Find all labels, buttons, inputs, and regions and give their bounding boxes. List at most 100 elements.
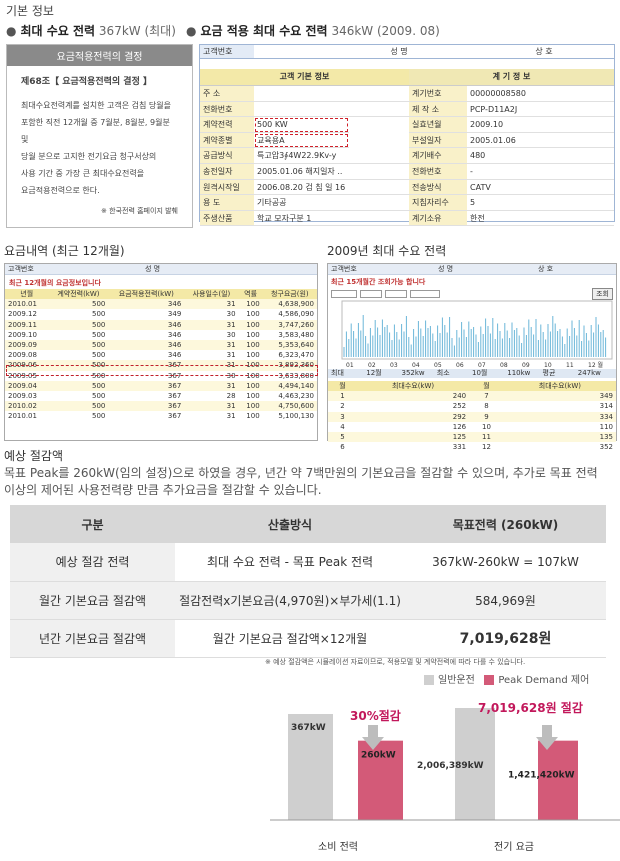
- billing-cell: 4,463,230: [262, 390, 317, 402]
- demand-month-tick: 11: [566, 362, 574, 369]
- month-select[interactable]: [385, 290, 407, 298]
- customer-field-label: 계기소유: [409, 210, 467, 227]
- customer-field-value: 특고압3∮4W22.9Kv-y: [254, 148, 409, 164]
- customer-field-value: 학교 모자구분 1: [254, 211, 409, 227]
- customer-field-value: 480: [467, 148, 614, 164]
- billing-cell: 31: [184, 411, 239, 422]
- customer-grid: 주 소 계기번호 00000008580 전화번호 제 작 소 PCP-D11A2J 계약전…: [200, 86, 614, 227]
- savings-table: 구분 산출방식 목표전력 (260kW) 예상 절감 전력 최대 수요 전력 -…: [10, 505, 606, 658]
- demand-list-row: 5 125 11 135: [328, 431, 616, 443]
- section-title: 기본 정보: [6, 4, 54, 18]
- billing-cell: 2009.12: [5, 309, 49, 320]
- highlight-box: [6, 365, 318, 376]
- rate-rule-line: 당월 분으로 고지한 전기요금 청구서상의: [21, 152, 157, 161]
- billing-cell: 346: [108, 339, 185, 351]
- billing-cell: 31: [184, 401, 239, 412]
- billing-cell: 346: [108, 350, 185, 361]
- demand-list-row: 6 331 12 352: [328, 442, 616, 453]
- billing-cell: 2009.11: [5, 319, 49, 330]
- customer-field-value: 교육용A: [254, 133, 349, 149]
- billing-cell: 4,494,140: [262, 380, 317, 391]
- billing-cell: 346: [108, 319, 185, 330]
- company-label: 상 호: [538, 265, 554, 273]
- customer-field-label: 전송방식: [409, 179, 467, 196]
- savings-row-label: 예상 절감 전력: [10, 543, 175, 582]
- demand-list-cell: 349: [503, 391, 616, 402]
- demand-list-cell: 7: [469, 391, 504, 402]
- savings-desc-2: 이상의 제어된 사용전력량 만큼 추가요금을 절감할 수 있습니다.: [4, 483, 322, 497]
- billing-cell: 100: [238, 411, 263, 422]
- customer-field-value: 2009.10: [467, 117, 614, 133]
- savings-row-method: 최대 수요 전력 - 목표 Peak 전력: [175, 543, 405, 582]
- demand-month-tick: 08: [500, 362, 508, 369]
- demand-summary-item: 최소: [436, 369, 450, 377]
- type-select[interactable]: [410, 290, 440, 298]
- demand-summary-item: 10월: [472, 369, 488, 377]
- savings-annotation: 30%절감: [350, 708, 401, 723]
- max-demand-value: 367kW (최대): [98, 24, 176, 38]
- billing-cell: 100: [238, 380, 263, 391]
- demand-summary-item: 247kw: [577, 369, 601, 377]
- rate-rule-box: 요금적용전력의 결정 제68조【 요금적용전력의 결정 】 최대수요전력계를 설…: [6, 44, 193, 228]
- billing-cell: 349: [108, 309, 185, 320]
- demand-month-tick: 12 월: [588, 361, 603, 369]
- savings-row-value: 584,969원: [405, 581, 606, 620]
- billing-row: 2009.11 500 346 31 100 3,747,260: [5, 319, 317, 330]
- billing-row: 2010.01 500 346 31 100 4,638,900: [5, 299, 317, 310]
- demand-month-tick: 06: [456, 362, 464, 369]
- billing-screenshot: 고객번호 성 명 최근 12개월의 요금정보입니다 년월 계약전력(kW) 요금적용…: [4, 263, 318, 441]
- rate-rule-source: ※ 한국전력 홈페이지 발췌: [101, 207, 178, 215]
- billing-cell: 2009.03: [5, 390, 49, 402]
- billing-cell: 500: [48, 380, 109, 391]
- savings-title: 예상 절감액: [4, 449, 64, 463]
- demand-summary-item: 352kw: [401, 369, 425, 377]
- demand-list-cell: 292: [356, 411, 470, 422]
- customer-field-value: 2005.01.06 해지일자 ..: [254, 164, 409, 180]
- customer-field-label: 계약전력: [200, 117, 254, 133]
- customer-field-label: 주 소: [200, 86, 254, 102]
- billing-row: 2010.01 500 367 31 100 5,100,130: [5, 411, 317, 422]
- billing-cell: 4,586,090: [262, 309, 317, 320]
- billing-row: 2009.04 500 367 31 100 4,494,140: [5, 380, 317, 391]
- bar-normal: [455, 708, 495, 820]
- bar-peak: [538, 740, 578, 820]
- billing-cell: 100: [238, 390, 263, 402]
- applied-demand-value: 346kW (2009. 08): [331, 24, 440, 38]
- demand-list-cell: 6: [328, 442, 357, 453]
- customer-field-label: 전화번호: [409, 163, 467, 180]
- customer-field-label: 계약종별: [200, 132, 254, 149]
- applied-demand-summary: ● 요금 적용 최대 수요 전력 346kW (2009. 08): [186, 24, 440, 38]
- down-arrow-icon: [542, 725, 552, 737]
- billing-table: 년월 계약전력(kW) 요금적용전력(kW) 사용일수(일) 역률 청구요금(원) 201…: [5, 289, 317, 422]
- demand-list-header: 월: [469, 381, 504, 392]
- customer-field-value: 5: [467, 195, 614, 211]
- chart-legend: 일반운전 Peak Demand 제어: [424, 671, 589, 686]
- demand-list-cell: 334: [503, 411, 616, 422]
- year-select[interactable]: [331, 290, 357, 298]
- legend-swatch: [424, 675, 434, 685]
- demand-list-cell: 240: [356, 391, 470, 402]
- billing-cell: 346: [108, 299, 185, 310]
- demand-list-cell: 4: [328, 421, 357, 432]
- demand-screenshot: 고객번호 성 명 상 호 최근 15개월간 조회가능 합니다 조회 01 02 03…: [327, 263, 617, 453]
- savings-header-target: 목표전력 (260kW): [405, 505, 606, 543]
- demand-month-tick: 03: [390, 362, 398, 369]
- query-button[interactable]: 조회: [592, 288, 613, 300]
- billing-cell: 31: [184, 350, 239, 361]
- savings-row-label: 월간 기본요금 절감액: [10, 581, 175, 620]
- billing-cell: 500: [48, 329, 109, 340]
- demand-summary-strip: 최대 12월 352kw 최소 10월 110kw 평균 247kw: [328, 369, 616, 378]
- billing-row: 2009.08 500 346 31 100 6,323,470: [5, 350, 317, 361]
- customer-field-value: [254, 102, 409, 118]
- billing-cell: 31: [184, 339, 239, 351]
- customer-field-label: 제 작 소: [409, 101, 467, 118]
- demand-list-cell: 314: [503, 401, 616, 412]
- demand-list-cell: 11: [469, 431, 504, 443]
- billing-caption: 최근 12개월의 요금정보입니다: [9, 279, 101, 287]
- month-select[interactable]: [360, 290, 382, 298]
- billing-cell: 3,583,480: [262, 329, 317, 340]
- customer-field-value: CATV: [467, 180, 614, 196]
- demand-summary-item: 평균: [542, 369, 556, 377]
- max-demand-summary: ● 최대 수요 전력 367kW (최대): [6, 24, 176, 38]
